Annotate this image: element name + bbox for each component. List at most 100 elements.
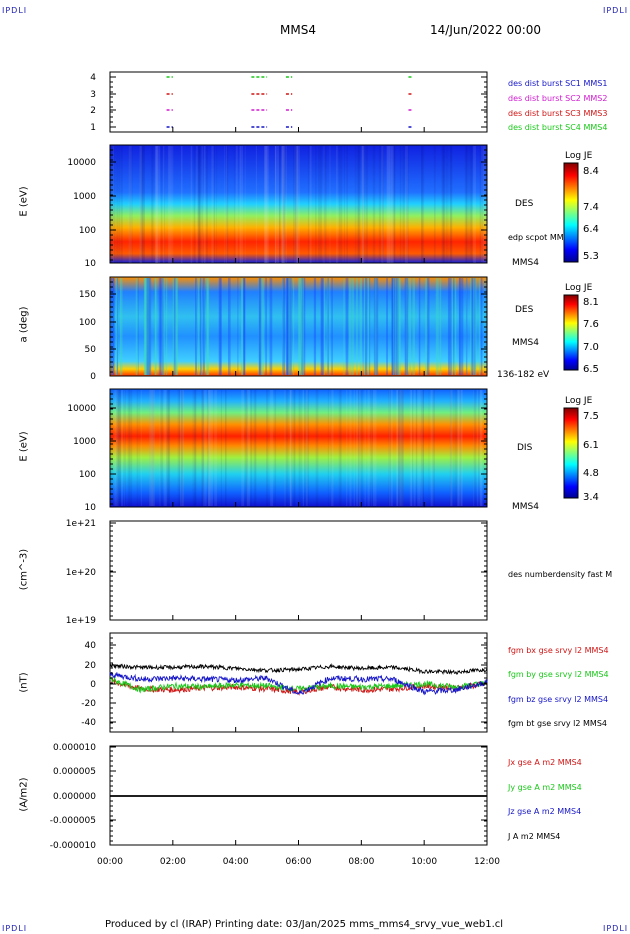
spectrogram-streak: [447, 146, 449, 263]
spectrogram-streak: [473, 390, 475, 506]
spectrogram-streak: [181, 390, 183, 506]
spectrogram-streak: [275, 146, 277, 263]
spectrogram-streak: [293, 390, 295, 506]
spectrogram-streak: [477, 390, 479, 506]
dis-energy-ytick: 1000: [73, 437, 96, 447]
spectrogram-streak: [426, 278, 430, 375]
burst-legend-2: des dist burst SC2 MMS2: [508, 94, 608, 103]
spectrogram-streak: [203, 278, 205, 375]
spectrogram-streak: [370, 390, 372, 506]
spectrogram-streak: [294, 390, 296, 506]
spectrogram-streak: [160, 390, 163, 506]
spectrogram-streak: [113, 146, 116, 263]
spectrogram-streak: [202, 146, 203, 263]
spectrogram-streak: [386, 278, 388, 375]
spectrogram-streak: [224, 146, 225, 263]
spectrogram-streak: [361, 146, 365, 263]
spectrogram-streak: [367, 390, 370, 506]
spectrogram-streak: [150, 146, 153, 263]
spectrogram-streak: [207, 390, 211, 506]
corner-label-tr: IPDLI: [603, 6, 629, 15]
spectrogram-streak: [117, 390, 119, 506]
spectrogram-streak: [398, 390, 402, 506]
spectrogram-streak: [265, 146, 268, 263]
spectrogram-streak: [135, 278, 138, 375]
dis-energy-ytick: 10000: [67, 404, 96, 414]
spectrogram-streak: [283, 146, 285, 263]
spectrogram-streak: [285, 278, 288, 375]
bfield-series-line: [109, 663, 488, 676]
spectrogram-streak: [297, 278, 301, 375]
spectrogram-streak: [233, 146, 235, 263]
spectrogram-streak: [381, 146, 384, 263]
spectrogram-streak: [165, 278, 168, 375]
spectrogram-streak: [151, 390, 154, 506]
corner-label-br: IPDLI: [603, 924, 629, 933]
spectrogram-streak: [197, 278, 200, 375]
spectrogram-streak: [117, 390, 121, 506]
current-ytick: 0.000000: [53, 792, 96, 802]
spectrogram-streak: [203, 278, 205, 375]
spectrogram-streak: [411, 390, 413, 506]
spectrogram-streak: [393, 278, 395, 375]
bfield-panel-frame: [109, 632, 488, 733]
spectrogram-streak: [154, 278, 157, 375]
spectrogram-streak: [250, 390, 253, 506]
spectrogram-streak: [400, 390, 404, 506]
dis-energy-cbar-tick: 6.1: [583, 440, 599, 451]
xtick-label: 12:00: [474, 857, 500, 867]
burst-ytick: 3: [90, 90, 96, 100]
spectrogram-streak: [468, 146, 470, 263]
spectrogram-streak: [197, 146, 200, 263]
spectrogram-streak: [295, 146, 296, 263]
spectrogram-streak: [202, 390, 204, 506]
bfield-legend-bt: fgm bt gse srvy l2 MMS4: [508, 719, 607, 728]
spectrogram-streak: [450, 390, 452, 506]
des-pitch-ytick: 50: [85, 345, 97, 355]
spectrogram-streak: [392, 146, 396, 263]
spectrogram-streak: [116, 278, 118, 375]
spectrogram-streak: [449, 390, 453, 506]
spectrogram-streak: [110, 390, 113, 506]
spectrogram-streak: [140, 146, 142, 263]
xtick-label: 02:00: [160, 857, 186, 867]
spectrogram-streak: [321, 278, 324, 375]
bfield-ytick: -40: [81, 718, 96, 728]
spectrogram-streak: [399, 146, 402, 263]
spectrogram-streak: [293, 146, 296, 263]
spectrogram-streak: [139, 146, 143, 263]
spectrogram-streak: [374, 390, 377, 506]
des-energy-cbar-tick: 6.4: [583, 224, 599, 235]
spectrogram-streak: [237, 278, 239, 375]
des-pitch-ytick: 150: [79, 290, 96, 300]
spectrogram-streak: [266, 390, 269, 506]
spectrogram-streak: [149, 390, 152, 506]
spectrogram-streak: [473, 278, 476, 375]
spectrogram-streak: [120, 146, 123, 263]
spectrogram-streak: [396, 390, 399, 506]
spectrogram-streak: [143, 146, 145, 263]
spectrogram-streak: [219, 278, 222, 375]
xtick-label: 00:00: [97, 857, 123, 867]
spectrogram-streak: [297, 146, 300, 263]
spectrogram-streak: [235, 146, 238, 263]
spectrogram-streak: [148, 278, 152, 375]
xtick-label: 08:00: [348, 857, 374, 867]
spectrogram-streak: [405, 278, 409, 375]
bfield-legend-by: fgm by gse srvy l2 MMS4: [508, 670, 609, 679]
spectrogram-streak: [119, 278, 122, 375]
spectrogram-streak: [289, 278, 292, 375]
spectrogram-streak: [181, 390, 184, 506]
spectrogram-streak: [163, 146, 165, 263]
spectrogram-streak: [163, 146, 165, 263]
spectrogram-streak: [295, 146, 298, 263]
spectrogram-streak: [298, 390, 301, 506]
des-energy-cbar-tick: 8.4: [583, 166, 599, 177]
spectrogram-streak: [307, 146, 310, 263]
spectrogram-streak: [473, 390, 477, 506]
spectrogram-streak: [157, 146, 161, 263]
burst-legend-3: des dist burst SC3 MMS3: [508, 109, 608, 118]
spectrogram-streak: [421, 146, 423, 263]
spectrogram-streak: [155, 146, 158, 263]
spectrogram-streak: [356, 390, 358, 506]
